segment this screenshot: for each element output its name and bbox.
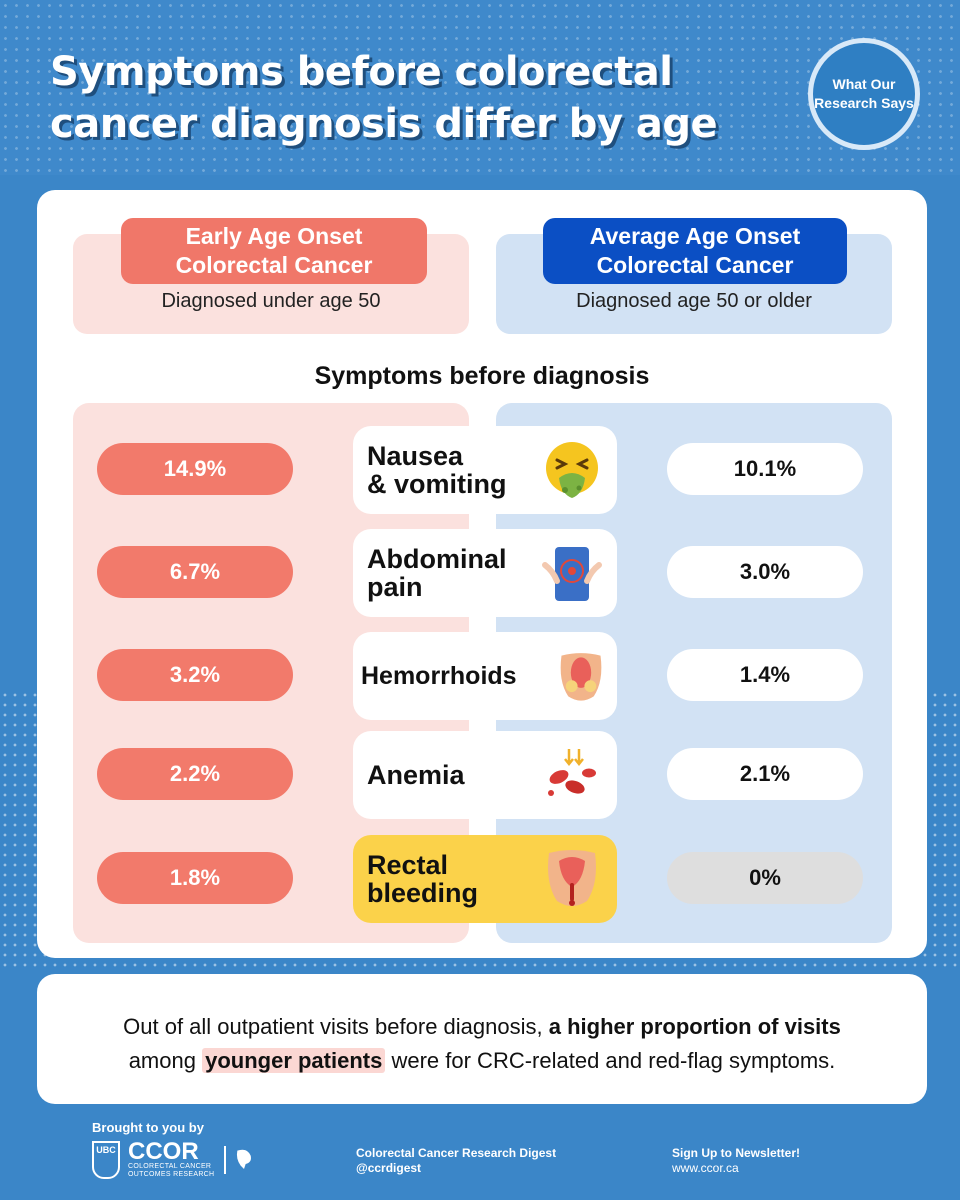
early-onset-label-line-1: Early Age Onset	[185, 223, 363, 249]
average-value-rectal-bleeding: 0%	[667, 852, 863, 904]
title-line-2: cancer diagnosis differ by age	[50, 101, 718, 147]
symptom-nausea: Nausea & vomiting	[353, 426, 617, 514]
note-text-1: Out of all outpatient visits before diag…	[123, 1014, 543, 1039]
symptom-label-line-2: & vomiting	[367, 469, 507, 499]
early-onset-label-line-2: Colorectal Cancer	[175, 252, 373, 278]
note-text-3: were for CRC-related and red-flag sympto…	[391, 1048, 836, 1073]
website-link[interactable]: www.ccor.ca	[672, 1161, 739, 1175]
symptom-label: Rectal bleeding	[367, 851, 537, 907]
abdominal-pain-icon	[542, 547, 602, 601]
symptom-label: Abdominal pain	[367, 545, 537, 601]
digest-handle[interactable]: @ccrdigest	[356, 1161, 422, 1175]
note-text-2: among	[128, 1048, 196, 1073]
comparison-card: Early Age Onset Colorectal Cancer Averag…	[37, 190, 927, 958]
symptom-label: Nausea & vomiting	[367, 442, 537, 498]
hemorrhoids-icon	[560, 653, 602, 701]
early-value-abdominal: 6.7%	[97, 546, 293, 598]
symptom-label: Hemorrhoids	[361, 662, 531, 690]
early-onset-label: Early Age Onset Colorectal Cancer	[121, 218, 427, 284]
symptom-label-line-1: Anemia	[367, 760, 465, 790]
symptom-label-line-1: Nausea	[367, 441, 464, 471]
average-onset-label: Average Age Onset Colorectal Cancer	[543, 218, 847, 284]
symptom-label-line-1: Hemorrhoids	[361, 662, 517, 690]
badge-line-2: Research Says	[814, 95, 914, 111]
rectal-bleeding-icon	[548, 850, 596, 906]
ccor-sub-1: COLORECTAL CANCER	[128, 1163, 212, 1170]
footer-brought-by: Brought to you by	[92, 1120, 204, 1135]
ubc-logo: UBC	[92, 1141, 120, 1179]
footer-digest: Colorectal Cancer Research Digest @ccrdi…	[356, 1146, 556, 1176]
badge-line-1: What Our	[832, 76, 896, 92]
page-title: Symptoms before colorectal cancer diagno…	[50, 46, 790, 150]
average-value-nausea: 10.1%	[667, 443, 863, 495]
symptom-hemorrhoids: Hemorrhoids	[353, 632, 617, 720]
nausea-face-icon	[546, 442, 598, 498]
title-line-1: Symptoms before colorectal	[50, 49, 673, 95]
average-value-abdominal: 3.0%	[667, 546, 863, 598]
header-band	[0, 0, 960, 175]
footer-logos: UBC CCOR COLORECTAL CANCER OUTCOMES RESE…	[92, 1138, 252, 1180]
footer-newsletter: Sign Up to Newsletter! www.ccor.ca	[672, 1146, 800, 1176]
note-highlight: younger patients	[202, 1048, 386, 1073]
average-value-hemorrhoids: 1.4%	[667, 649, 863, 701]
ccor-mark-icon	[224, 1146, 252, 1174]
early-onset-subtitle: Diagnosed under age 50	[161, 290, 381, 312]
early-value-rectal-bleeding: 1.8%	[97, 852, 293, 904]
average-onset-label-line-2: Colorectal Cancer	[596, 252, 794, 278]
symptom-anemia: Anemia	[353, 731, 617, 819]
early-value-nausea: 14.9%	[97, 443, 293, 495]
symptom-label-line-1: Rectal	[367, 850, 449, 880]
early-value-anemia: 2.2%	[97, 748, 293, 800]
symptom-rectal-bleeding: Rectal bleeding	[353, 835, 617, 923]
average-onset-subtitle: Diagnosed age 50 or older	[576, 290, 812, 312]
research-badge: What Our Research Says	[808, 38, 920, 150]
symptom-label: Anemia	[367, 761, 537, 789]
ccor-text: CCOR	[128, 1138, 199, 1165]
digest-name: Colorectal Cancer Research Digest	[356, 1146, 557, 1160]
ccor-sub-2: OUTCOMES RESEARCH	[128, 1171, 215, 1178]
symptom-label-line-2: bleeding	[367, 878, 479, 908]
section-title: Symptoms before diagnosis	[314, 362, 650, 390]
blood-cells-icon	[548, 749, 596, 796]
symptom-abdominal-pain: Abdominal pain	[353, 529, 617, 617]
newsletter-signup[interactable]: Sign Up to Newsletter!	[672, 1146, 801, 1160]
note-bold-text: a higher proportion of visits	[548, 1014, 841, 1039]
early-value-hemorrhoids: 3.2%	[97, 649, 293, 701]
symptom-label-line-2: pain	[367, 572, 423, 602]
ccor-logo: CCOR COLORECTAL CANCER OUTCOMES RESEARCH	[128, 1138, 215, 1179]
symptom-label-line-1: Abdominal	[367, 544, 507, 574]
average-onset-label-line-1: Average Age Onset	[589, 223, 801, 249]
average-value-anemia: 2.1%	[667, 748, 863, 800]
key-finding-note: Out of all outpatient visits before diag…	[37, 974, 927, 1104]
